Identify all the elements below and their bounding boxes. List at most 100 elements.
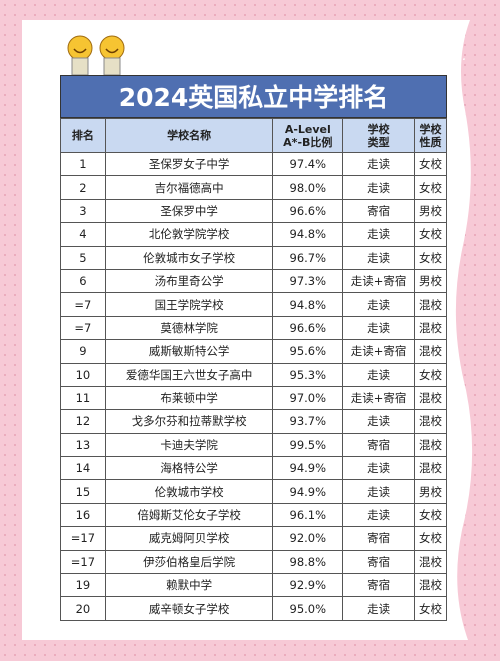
- header-cell: 学校 类型: [342, 118, 416, 153]
- table-row: =17 威克姆阿贝学校 92.0% 寄宿 女校: [60, 526, 447, 551]
- table-cell: 混校: [414, 385, 447, 411]
- table-cell: 女校: [414, 151, 447, 177]
- table-row: 15 伦敦城市学校 94.9% 走读 男校: [60, 479, 447, 504]
- table-cell: 吉尔福德高中: [104, 175, 274, 200]
- table-cell: 98.0%: [272, 175, 344, 200]
- table-cell: 98.8%: [272, 549, 344, 575]
- table-cell: 混校: [414, 409, 447, 434]
- table-cell: 97.0%: [272, 385, 344, 411]
- table-row: =7 国王学院学校 94.8% 走读 混校: [60, 292, 447, 317]
- table-cell: 3: [60, 198, 106, 224]
- table-cell: 混校: [414, 549, 447, 575]
- table-cell: =17: [60, 549, 106, 575]
- table-cell: 99.5%: [272, 432, 344, 458]
- table-cell: 94.9%: [272, 479, 344, 504]
- table-cell: 爱德华国王六世女子高中: [104, 362, 274, 387]
- table-cell: 卡迪夫学院: [104, 432, 274, 458]
- table-row: 14 海格特公学 94.9% 走读 混校: [60, 456, 447, 481]
- table-cell: 男校: [414, 479, 447, 504]
- table-cell: 走读: [342, 409, 416, 434]
- header-text: 学校: [367, 122, 390, 136]
- table-cell: 圣保罗女子中学: [104, 151, 274, 177]
- table-cell: 97.3%: [272, 268, 344, 294]
- table-cell: 95.6%: [272, 339, 344, 364]
- table-cell: 走读: [342, 292, 416, 317]
- table-cell: 寄宿: [342, 549, 416, 575]
- table-cell: 10: [60, 362, 106, 387]
- table-cell: 走读: [342, 245, 416, 270]
- table-cell: 96.6%: [272, 198, 344, 224]
- table-cell: 走读: [342, 315, 416, 341]
- table-cell: 走读: [342, 456, 416, 481]
- header-text: 学校: [419, 122, 442, 136]
- table-cell: 13: [60, 432, 106, 458]
- table-cell: 伊莎伯格皇后学院: [104, 549, 274, 575]
- table-cell: 走读: [342, 596, 416, 621]
- table-cell: 圣保罗中学: [104, 198, 274, 224]
- table-cell: 赖默中学: [104, 573, 274, 598]
- table-cell: 女校: [414, 245, 447, 270]
- table-cell: 15: [60, 479, 106, 504]
- table-cell: 14: [60, 456, 106, 481]
- header-text: A-Level: [284, 122, 331, 136]
- table-cell: 走读+寄宿: [342, 385, 416, 411]
- table-cell: 97.4%: [272, 151, 344, 177]
- table-cell: 海格特公学: [104, 456, 274, 481]
- table-cell: 4: [60, 222, 106, 247]
- table-cell: 19: [60, 573, 106, 598]
- table-cell: 寄宿: [342, 432, 416, 458]
- header-cell: A-Level A*-B比例: [272, 118, 344, 153]
- table-row: =7 莫德林学院 96.6% 走读 混校: [60, 315, 447, 341]
- table-cell: 6: [60, 268, 106, 294]
- table-cell: 戈多尔芬和拉蒂默学校: [104, 409, 274, 434]
- table-cell: 20: [60, 596, 106, 621]
- slogan: Change life, start fresh. The best is ye…: [309, 24, 466, 68]
- table-cell: 16: [60, 502, 106, 528]
- table-row: 13 卡迪夫学院 99.5% 寄宿 混校: [60, 432, 447, 458]
- table-cell: 2: [60, 175, 106, 200]
- table-cell: 寄宿: [342, 573, 416, 598]
- table-cell: 威克姆阿贝学校: [104, 526, 274, 551]
- table-cell: 女校: [414, 362, 447, 387]
- header-cell: 学校 性质: [414, 118, 447, 153]
- table-cell: 12: [60, 409, 106, 434]
- slogan-line: The best is yet to come.: [309, 49, 466, 64]
- table-row: 6 汤布里奇公学 97.3% 走读+寄宿 男校: [60, 268, 447, 294]
- table-row: 5 伦敦城市女子学校 96.7% 走读 女校: [60, 245, 447, 270]
- table-cell: 9: [60, 339, 106, 364]
- table-row: 3 圣保罗中学 96.6% 寄宿 男校: [60, 198, 447, 224]
- slogan-line: Change life, start fresh.: [309, 27, 466, 42]
- table-cell: 混校: [414, 456, 447, 481]
- table-cell: 92.0%: [272, 526, 344, 551]
- table-cell: 混校: [414, 339, 447, 364]
- table-cell: 男校: [414, 198, 447, 224]
- table-row: 2 吉尔福德高中 98.0% 走读 女校: [60, 175, 447, 200]
- table-row: 20 威辛顿女子学校 95.0% 走读 女校: [60, 596, 447, 621]
- table-cell: 混校: [414, 292, 447, 317]
- table-body: 1 圣保罗女子中学 97.4% 走读 女校 2 吉尔福德高中 98.0% 走读 女校 3 圣保罗中学 9…: [60, 151, 447, 621]
- table-cell: 95.0%: [272, 596, 344, 621]
- header-row: 排名 学校名称 A-Level A*-B比例 学校 类型 学校 性质: [60, 118, 447, 153]
- table-cell: 96.1%: [272, 502, 344, 528]
- table-cell: 走读: [342, 362, 416, 387]
- table-cell: 倍姆斯艾伦女子学校: [104, 502, 274, 528]
- table-row: 10 爱德华国王六世女子高中 95.3% 走读 女校: [60, 362, 447, 387]
- table-cell: 走读: [342, 479, 416, 504]
- table-cell: 5: [60, 245, 106, 270]
- table-row: 9 威斯敏斯特公学 95.6% 走读+寄宿 混校: [60, 339, 447, 364]
- table-row: 16 倍姆斯艾伦女子学校 96.1% 走读 女校: [60, 502, 447, 528]
- table-row: 4 北伦敦学院学校 94.8% 走读 女校: [60, 222, 447, 247]
- header-text: A*-B比例: [283, 135, 333, 149]
- table-cell: 92.9%: [272, 573, 344, 598]
- header-text: 类型: [367, 135, 390, 149]
- table-cell: 走读: [342, 222, 416, 247]
- header-text: 排名: [71, 129, 94, 142]
- table-cell: 走读+寄宿: [342, 339, 416, 364]
- table-cell: 走读: [342, 175, 416, 200]
- table-cell: 女校: [414, 502, 447, 528]
- table-cell: 女校: [414, 175, 447, 200]
- header-text: 学校名称: [167, 129, 212, 142]
- header-cell: 学校名称: [104, 118, 274, 153]
- table-cell: 94.9%: [272, 456, 344, 481]
